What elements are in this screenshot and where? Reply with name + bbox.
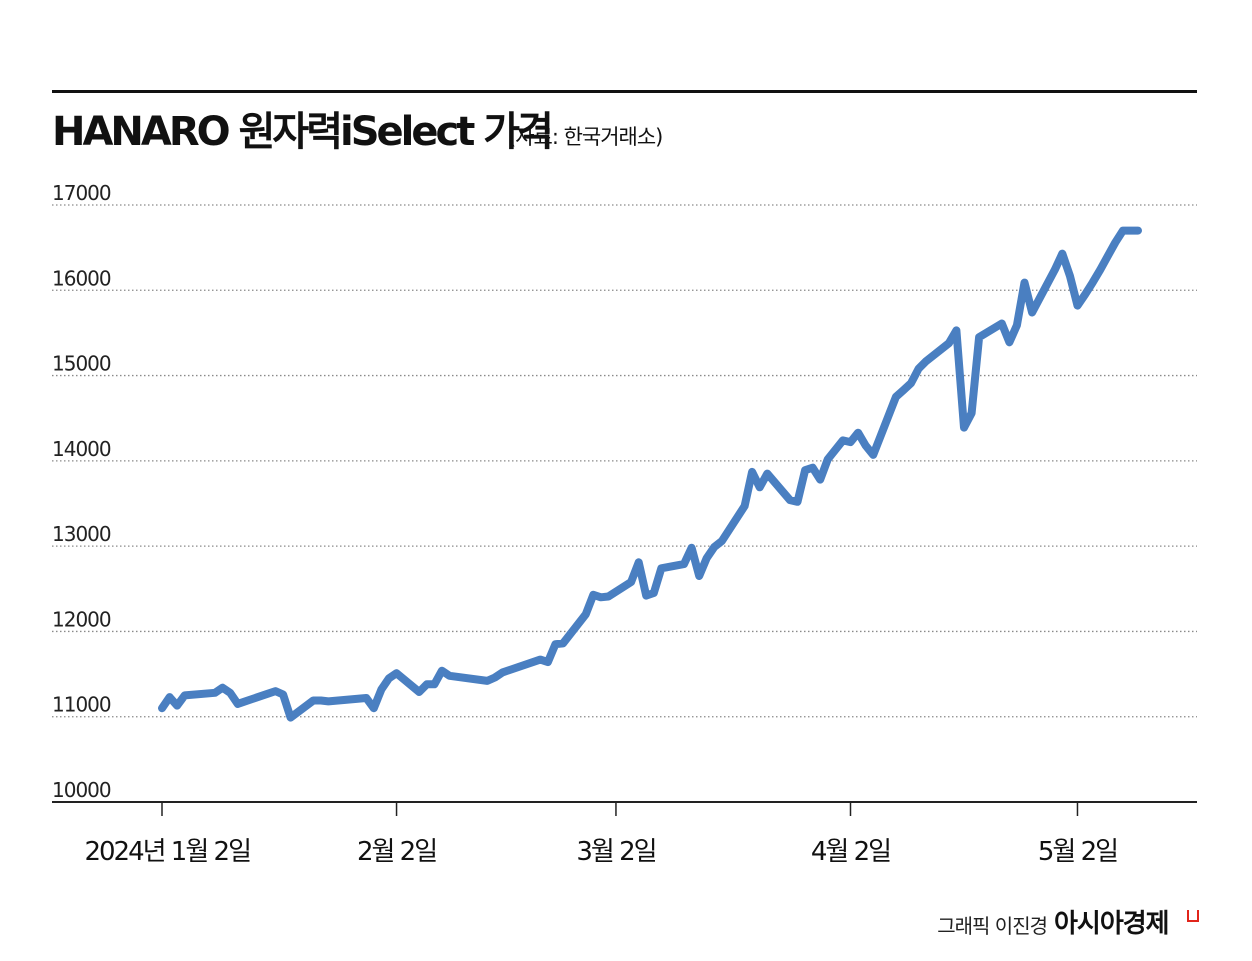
chart-title: HANARO 원자력iSelect 가격: [52, 109, 554, 155]
x-tick-label: 3월 2일: [576, 837, 655, 867]
x-tick-label: 2024년 1월 2일: [84, 837, 250, 867]
y-tick-label: 12000: [52, 607, 111, 631]
x-tick-label: 5월 2일: [1038, 837, 1117, 867]
y-tick-label: 11000: [52, 693, 111, 717]
y-tick-label: 17000: [52, 181, 111, 205]
top-rule: [52, 90, 1197, 93]
y-tick-label: 10000: [52, 778, 111, 802]
grid-lines: [52, 204, 1197, 718]
x-tick-label: 4월 2일: [811, 837, 890, 867]
y-tick-label: 16000: [52, 266, 111, 290]
x-tick-label: 2월 2일: [357, 837, 436, 867]
x-axis-ticks: 2024년 1월 2일 2월 2일 3월 2일 4월 2일 5월 2일: [84, 802, 1119, 867]
series-line-price: [158, 226, 1142, 722]
source-note: (자료: 한국거래소): [508, 125, 663, 149]
y-tick-label: 15000: [52, 352, 111, 376]
y-axis-ticks: 10000 11000 12000 13000 14000 15000 16000 17000: [52, 181, 112, 802]
brand-logo: 아시아경제: [1054, 909, 1170, 939]
y-tick-label: 13000: [52, 522, 111, 546]
y-tick-label: 14000: [52, 437, 111, 461]
brand-mark-icon: [1187, 910, 1199, 922]
graphic-credit: 그래픽 이진경: [937, 914, 1048, 938]
